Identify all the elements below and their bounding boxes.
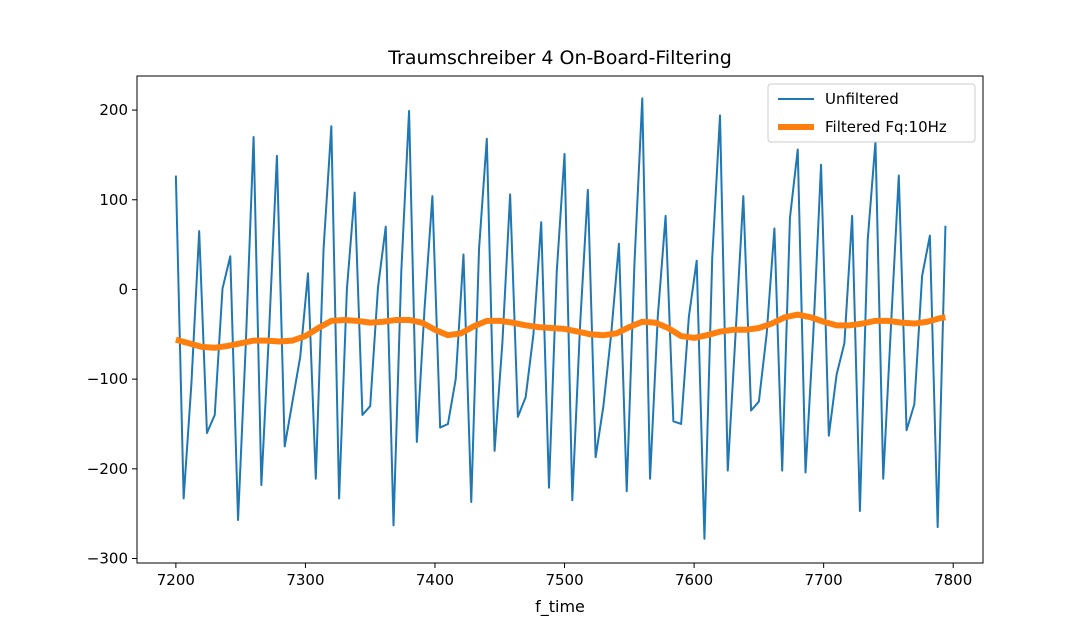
x-axis-label: f_time bbox=[535, 597, 585, 617]
legend-label: Unfiltered bbox=[825, 90, 899, 108]
x-tick-label: 7800 bbox=[934, 571, 972, 589]
chart-title: Traumschreiber 4 On-Board-Filtering bbox=[387, 47, 732, 69]
x-tick-label: 7600 bbox=[675, 571, 713, 589]
x-tick-label: 7700 bbox=[805, 571, 843, 589]
plot-frame bbox=[136, 75, 984, 564]
series-line-unfiltered bbox=[174, 97, 947, 540]
x-tick-label: 7200 bbox=[157, 571, 195, 589]
y-tick-label: −200 bbox=[87, 460, 128, 478]
y-tick-label: 0 bbox=[118, 280, 128, 298]
x-tick-label: 7400 bbox=[416, 571, 454, 589]
y-tick-label: −100 bbox=[87, 370, 128, 388]
y-tick-label: 200 bbox=[99, 101, 128, 119]
x-tick-label: 7500 bbox=[545, 571, 583, 589]
axes: 7200 7300 7400 7500 7600 7700 7800 −300 −200 −100… bbox=[87, 75, 984, 589]
legend-box bbox=[767, 83, 976, 143]
legend-label: Filtered Fq:10Hz bbox=[825, 118, 947, 136]
legend: Unfiltered Filtered Fq:10Hz bbox=[767, 83, 976, 143]
series-line-filtered bbox=[175, 311, 946, 351]
y-tick-label: 100 bbox=[99, 191, 128, 209]
y-tick-label: −300 bbox=[87, 550, 128, 568]
plot-area bbox=[174, 97, 947, 540]
x-tick-label: 7300 bbox=[286, 571, 324, 589]
